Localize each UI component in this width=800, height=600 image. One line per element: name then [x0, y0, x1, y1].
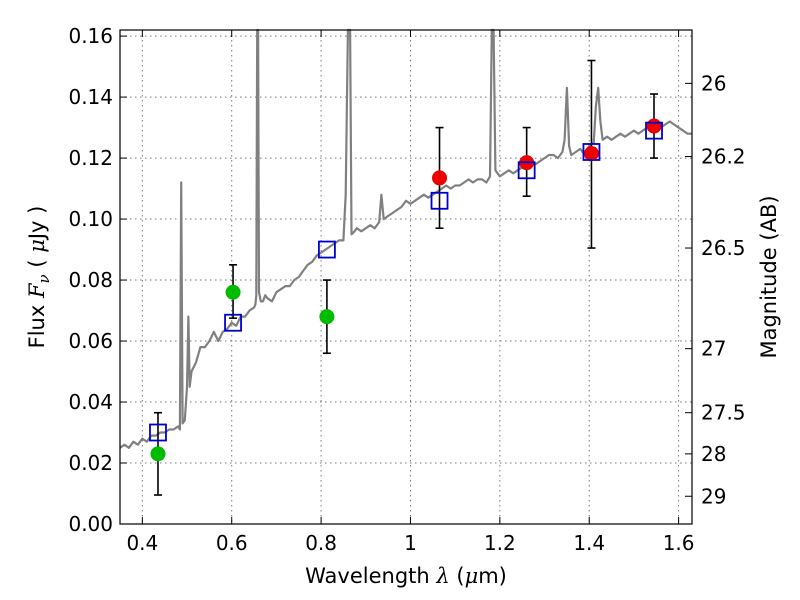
model-point — [224, 313, 242, 332]
model-point — [430, 191, 449, 210]
y-axis-label-symbol: F — [25, 282, 49, 299]
y-axis-label-mu: μ — [25, 239, 49, 253]
error-bars — [153, 59, 659, 496]
x-tick-label: 0.4 — [126, 531, 158, 555]
observed-point-green — [225, 284, 241, 300]
model-point — [582, 143, 601, 161]
observed-point-green — [319, 309, 335, 325]
y-axis-label: Flux Fν ( μJy ) — [25, 206, 53, 349]
y-axis-label-pre: Flux — [25, 298, 49, 348]
y-axis-label-mid: ( — [25, 253, 49, 275]
observed-point-red — [432, 170, 448, 186]
tick-labels: 0.4 0.6 0.8 1 1.2 1.4 1.6 0.00 0.02 0.04 0.06 0.08 0… — [68, 24, 745, 555]
y-tick-label: 0.12 — [68, 146, 113, 170]
x-axis-label-mu: μ — [465, 564, 479, 588]
x-axis-label-symbol: λ — [435, 564, 449, 588]
observed-point-red — [583, 146, 599, 161]
model-points — [149, 121, 663, 442]
x-tick-label: 0.6 — [216, 531, 248, 555]
y-tick-label: 0.16 — [68, 24, 113, 48]
x-axis-label: Wavelength λ (μm) — [305, 564, 507, 588]
y-tick-label: 0.00 — [68, 512, 113, 536]
y2-tick-label: 26 — [701, 71, 726, 95]
grid-lines — [120, 30, 692, 525]
y-tick-label: 0.06 — [68, 329, 113, 353]
observed-point-green — [150, 446, 166, 462]
model-point — [517, 161, 536, 180]
y-tick-label: 0.02 — [68, 451, 113, 475]
x-tick-label: 1 — [404, 531, 417, 555]
spectrum-line — [119, 28, 692, 449]
x-tick-label: 1.4 — [573, 531, 605, 555]
x-axis-label-post: ( — [450, 564, 465, 588]
y-tick-label: 0.08 — [68, 268, 113, 292]
x-axis-label-unit: m) — [478, 564, 507, 588]
y2-tick-label: 27.5 — [701, 401, 746, 425]
y2-tick-label: 26.2 — [701, 145, 746, 169]
model-point — [645, 121, 663, 140]
y-tick-label: 0.10 — [68, 207, 113, 231]
spectrum — [119, 28, 692, 449]
x-axis-label-pre: Wavelength — [305, 564, 436, 588]
y2-tick-label: 26.5 — [701, 236, 746, 260]
y-axis-label-unit: Jy ) — [25, 206, 49, 242]
plot-frame — [119, 29, 693, 525]
y2-tick-label: 27 — [701, 337, 726, 361]
y2-tick-label: 28 — [701, 442, 726, 466]
y-tick-label: 0.04 — [68, 390, 113, 414]
x-tick-label: 1.6 — [663, 531, 695, 555]
y2-axis-label: Magnitude (AB) — [757, 195, 781, 358]
y-tick-label: 0.14 — [68, 85, 113, 109]
x-tick-label: 0.8 — [305, 531, 337, 555]
x-tick-label: 1.2 — [484, 531, 516, 555]
observed-points — [150, 118, 662, 462]
y2-tick-label: 29 — [701, 484, 726, 508]
observed-point-red — [646, 118, 662, 134]
y-axis-label-subscript: ν — [35, 274, 53, 283]
axis-ticks — [120, 30, 692, 525]
model-point — [149, 423, 167, 442]
model-point — [318, 240, 336, 259]
